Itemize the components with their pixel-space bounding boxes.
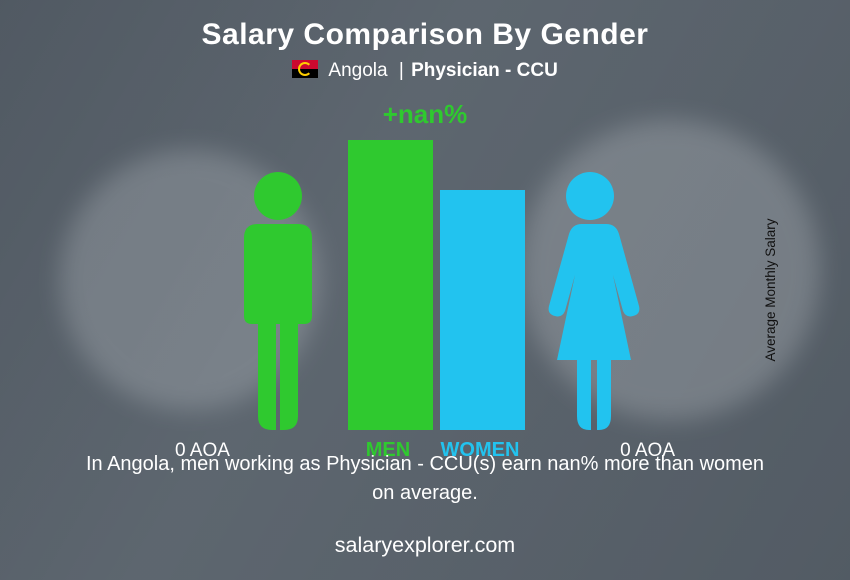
y-axis-label: Average Monthly Salary — [763, 218, 778, 361]
chart-area: +nan% 0 AOA MEN WOMEN 0 AOA — [0, 105, 850, 430]
flag-icon — [292, 60, 318, 78]
separator: | — [399, 60, 404, 81]
role-name: Physician - CCU — [411, 60, 558, 81]
bar-women — [440, 190, 525, 430]
delta-label: +nan% — [383, 99, 468, 130]
description: In Angola, men working as Physician - CC… — [80, 450, 770, 508]
man-icon — [228, 170, 328, 430]
country-name: Angola — [328, 60, 387, 81]
subtitle: Angola | Physician - CCU — [0, 60, 850, 82]
site-link[interactable]: salaryexplorer.com — [0, 533, 850, 558]
woman-icon — [540, 170, 640, 430]
bar-men — [348, 140, 433, 430]
page-title: Salary Comparison By Gender — [0, 0, 850, 52]
